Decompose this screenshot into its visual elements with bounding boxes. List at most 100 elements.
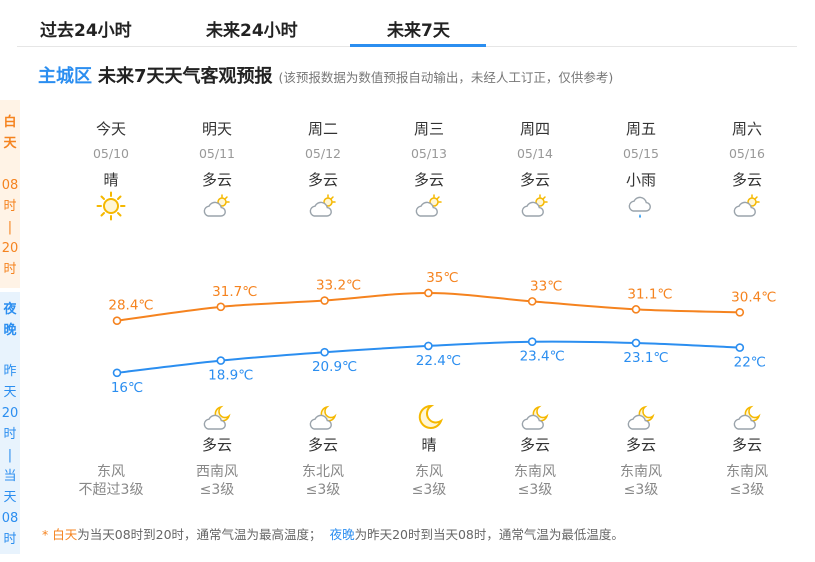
active-tab-indicator — [350, 44, 486, 47]
wind-direction: 东北风 — [302, 464, 344, 480]
night-time-char: 昨 — [3, 364, 17, 379]
day-date: 05/12 — [304, 146, 342, 161]
day-time-char: 08 — [1, 178, 19, 193]
wind-direction: 东南风 — [514, 464, 556, 480]
night-period-label: 夜 晚 昨 天 20 时 | 当 天 08 时 — [0, 292, 20, 554]
low-temp-label: 22.4℃ — [416, 353, 461, 369]
day-date: 05/14 — [516, 146, 554, 161]
tab-next-7-days[interactable]: 未来7天 — [387, 21, 450, 41]
light-rain-icon — [626, 192, 656, 222]
clear-night-icon — [414, 402, 444, 432]
day-label-char: 白 — [3, 115, 17, 130]
day-condition: 多云 — [519, 171, 550, 189]
wind-direction: 东风 — [97, 464, 125, 480]
day-condition: 晴 — [103, 171, 119, 189]
partly-cloudy-night-icon — [308, 404, 338, 434]
wind-direction: 东风 — [415, 464, 443, 480]
day-name: 今天 — [95, 120, 126, 138]
partly-cloudy-day-icon — [308, 192, 338, 222]
day-name: 周二 — [307, 120, 338, 138]
low-temp-label: 23.4℃ — [520, 349, 565, 365]
footnote-night-text: 为昨天20时到当天08时，通常气温为最低温度。 — [354, 527, 624, 542]
night-condition: 多云 — [519, 436, 550, 454]
day-period-label: 白 天 08 时 | 20 时 — [0, 100, 20, 288]
wind-level: ≤3级 — [305, 482, 341, 498]
wind-direction: 东南风 — [726, 464, 768, 480]
low-temp-point — [320, 347, 329, 357]
day-name: 周五 — [625, 120, 656, 138]
day-date: 05/11 — [198, 146, 236, 161]
low-temp-point — [735, 343, 745, 352]
tab-past-24h[interactable]: 过去24小时 — [40, 21, 132, 41]
day-name: 周四 — [519, 120, 550, 138]
night-condition: 多云 — [307, 436, 338, 454]
tab-next-24h[interactable]: 未来24小时 — [206, 21, 298, 41]
high-temp-label: 33℃ — [530, 278, 562, 294]
night-time-char: 20 — [1, 406, 19, 421]
day-time-char: | — [7, 220, 13, 235]
day-condition: 小雨 — [625, 171, 656, 189]
day-date: 05/13 — [410, 146, 448, 161]
partly-cloudy-night-icon — [626, 404, 656, 434]
day-time-char: 时 — [3, 262, 17, 277]
day-date: 05/10 — [92, 146, 130, 161]
high-temp-point — [424, 288, 433, 298]
wind-level: ≤3级 — [623, 482, 659, 498]
high-temp-label: 31.1℃ — [627, 286, 672, 302]
day-date: 05/15 — [622, 146, 660, 161]
high-temp-point — [112, 316, 122, 326]
partly-cloudy-day-icon — [202, 192, 232, 222]
night-time-char: 时 — [3, 532, 17, 547]
forecast-disclaimer: (该预报数据为数值预报自动输出，未经人工订正，仅供参考) — [278, 70, 614, 85]
night-time-char: 天 — [3, 490, 17, 505]
high-temp-label: 30.4℃ — [731, 289, 776, 305]
low-temp-point — [631, 338, 641, 348]
low-temp-label: 20.9℃ — [312, 359, 357, 375]
day-name: 明天 — [201, 120, 232, 138]
low-temp-point — [424, 341, 433, 351]
low-temp-label: 23.1℃ — [623, 350, 668, 366]
day-condition: 多云 — [413, 171, 444, 189]
partly-cloudy-day-icon — [414, 192, 444, 222]
location-title: 主城区 — [38, 66, 92, 87]
low-temp-label: 18.9℃ — [208, 368, 253, 384]
night-condition: 晴 — [421, 436, 437, 454]
footnote-day-text: 为当天08时到20时，通常气温为最高温度； — [77, 527, 322, 542]
high-temp-point — [320, 296, 329, 305]
wind-level: ≤3级 — [729, 482, 765, 498]
low-temp-label: 22℃ — [734, 355, 766, 371]
high-temp-point — [735, 307, 745, 317]
footnote-night-word: 夜晚 — [329, 527, 355, 542]
legend-footnote: * 白天为当天08时到20时，通常气温为最高温度； 夜晚为昨天20时到当天08时，… — [42, 524, 624, 543]
forecast-tabs: 过去24小时 未来24小时 未来7天 — [0, 0, 815, 48]
high-temp-point — [216, 302, 226, 312]
partly-cloudy-day-icon — [520, 192, 550, 222]
night-condition: 多云 — [201, 436, 232, 454]
night-time-char: 08 — [1, 511, 19, 526]
day-time-char: 时 — [3, 199, 17, 214]
day-date: 05/16 — [728, 146, 766, 161]
high-temp-point — [631, 305, 641, 314]
low-temp-point — [112, 368, 122, 378]
night-time-char: 时 — [3, 427, 17, 442]
night-label-char: 夜 — [3, 302, 17, 317]
wind-direction: 东南风 — [620, 464, 662, 480]
wind-direction: 西南风 — [196, 464, 238, 480]
footnote-day-word: 白天 — [52, 527, 78, 542]
high-temp-label: 33.2℃ — [316, 278, 361, 294]
wind-level: ≤3级 — [517, 482, 553, 498]
day-time-char: 20 — [1, 241, 19, 256]
partly-cloudy-day-icon — [732, 192, 762, 222]
wind-level: 不超过3级 — [78, 482, 144, 498]
sunny-icon — [96, 191, 126, 221]
low-temp-label: 16℃ — [111, 380, 143, 396]
page-heading: 主城区 未来7天天气客观预报 (该预报数据为数值预报自动输出，未经人工订正，仅供参考… — [38, 62, 613, 88]
high-temp-point — [527, 297, 537, 306]
footnote-star: * — [42, 527, 53, 542]
night-condition: 多云 — [625, 436, 656, 454]
low-temp-point — [527, 337, 537, 347]
day-condition: 多云 — [307, 171, 338, 189]
night-time-char: 当 — [3, 469, 17, 484]
wind-level: ≤3级 — [411, 482, 447, 498]
